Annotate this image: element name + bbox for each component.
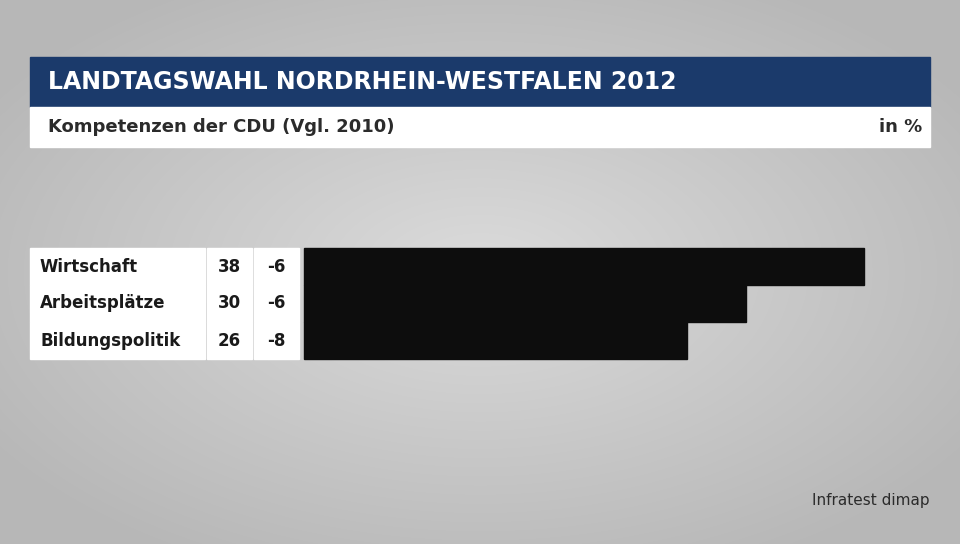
- Text: Infratest dimap: Infratest dimap: [812, 492, 930, 508]
- Bar: [30, 248, 205, 285]
- Bar: [304, 285, 746, 322]
- Text: 30: 30: [218, 294, 241, 312]
- Bar: [30, 57, 930, 107]
- Bar: [30, 322, 205, 359]
- Text: in %: in %: [878, 118, 922, 136]
- Text: Arbeitsplätze: Arbeitsplätze: [40, 294, 165, 312]
- Bar: [207, 285, 252, 322]
- Bar: [304, 248, 864, 285]
- Text: LANDTAGSWAHL NORDRHEIN-WESTFALEN 2012: LANDTAGSWAHL NORDRHEIN-WESTFALEN 2012: [48, 70, 677, 94]
- Bar: [207, 322, 252, 359]
- Bar: [254, 322, 299, 359]
- Text: -6: -6: [267, 294, 286, 312]
- Text: Wirtschaft: Wirtschaft: [40, 257, 138, 275]
- Text: -6: -6: [267, 257, 286, 275]
- Text: 38: 38: [218, 257, 241, 275]
- Text: 26: 26: [218, 331, 241, 349]
- Bar: [30, 107, 930, 147]
- Bar: [30, 285, 205, 322]
- Text: Kompetenzen der CDU (Vgl. 2010): Kompetenzen der CDU (Vgl. 2010): [48, 118, 395, 136]
- Text: Bildungspolitik: Bildungspolitik: [40, 331, 180, 349]
- Text: -8: -8: [267, 331, 286, 349]
- Bar: [254, 285, 299, 322]
- Bar: [207, 248, 252, 285]
- Bar: [254, 248, 299, 285]
- Bar: [304, 322, 687, 359]
